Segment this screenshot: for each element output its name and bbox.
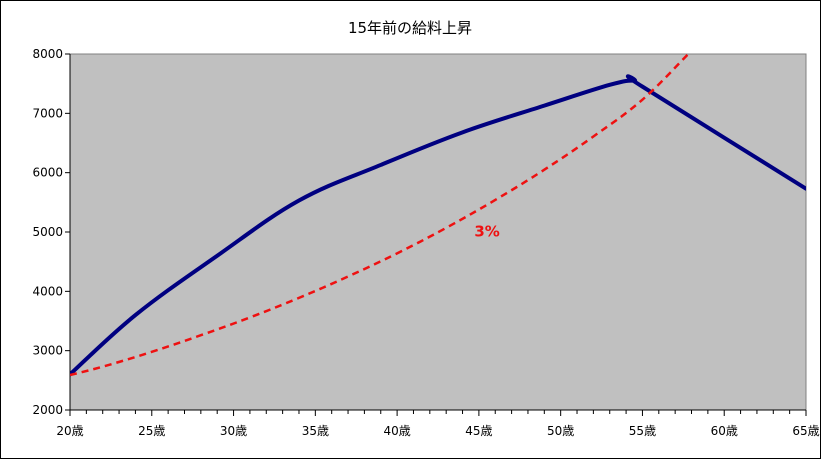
y-tick-label: 8000	[32, 47, 63, 61]
y-tick-label: 3000	[32, 344, 63, 358]
plot-area	[69, 53, 807, 411]
x-tick-label: 60歳	[711, 424, 738, 438]
series-annotation-label: 3%	[474, 223, 499, 241]
y-tick-label: 6000	[32, 166, 63, 180]
chart-title: 15年前の給料上昇	[348, 19, 472, 37]
y-tick-label: 5000	[32, 225, 63, 239]
x-tick-label: 35歳	[302, 424, 329, 438]
x-tick-label: 20歳	[56, 424, 83, 438]
x-tick-label: 45歳	[465, 424, 492, 438]
y-tick-label: 4000	[32, 284, 63, 298]
y-tick-label: 2000	[32, 403, 63, 417]
x-tick-label: 65歳	[792, 424, 819, 438]
salary-line	[70, 74, 806, 377]
y-tick-label: 7000	[32, 106, 63, 120]
x-tick-label: 55歳	[629, 424, 656, 438]
x-axis: 20歳 25歳 30歳 35歳 40歳 45歳 50歳 55歳 60歳 65歳	[56, 409, 820, 438]
y-axis: 2000 3000 4000 5000 6000 7000 8000	[32, 47, 71, 417]
x-tick-label: 30歳	[220, 424, 247, 438]
x-tick-label: 40歳	[383, 424, 410, 438]
x-tick-label: 50歳	[547, 424, 574, 438]
x-tick-label: 25歳	[138, 424, 165, 438]
annotation-layer: 3%	[474, 223, 499, 241]
growth-3pct-line	[70, 53, 690, 377]
series-layer	[70, 53, 806, 377]
